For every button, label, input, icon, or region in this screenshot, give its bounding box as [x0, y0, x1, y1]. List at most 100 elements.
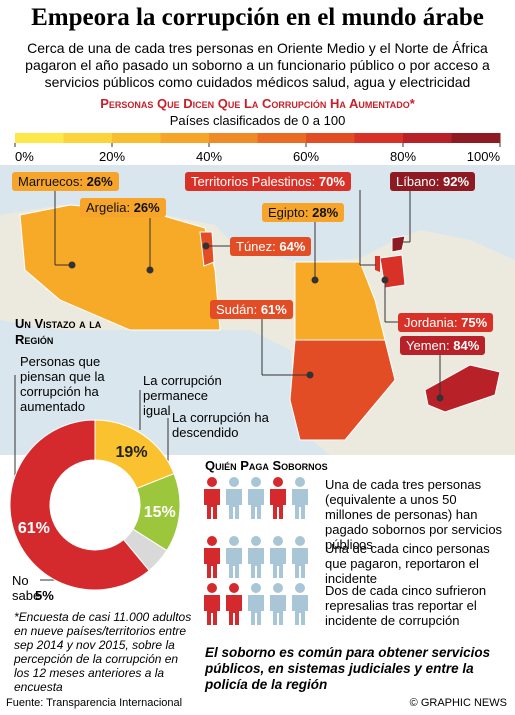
person-head — [273, 477, 283, 487]
person-head — [229, 536, 239, 546]
bribe-item: Una de cada tres personas (equivalente a… — [325, 477, 503, 552]
value-label: 15% — [144, 504, 176, 521]
yemen — [424, 364, 501, 413]
person-body — [292, 489, 308, 519]
country-value: 26% — [86, 174, 113, 189]
conclusion: El soborno es común para obtener servici… — [205, 645, 491, 692]
scale-label: 20% — [99, 149, 125, 164]
country-name: Yemen: — [406, 338, 450, 353]
person-head — [207, 583, 217, 593]
person-body — [270, 548, 286, 578]
person-body — [204, 489, 220, 519]
scale-title: Personas Que Dicen Que La Corrupción Ha … — [100, 96, 415, 111]
value-label: 5% — [35, 588, 54, 603]
country-name: Líbano: — [396, 174, 440, 189]
country-label: Marruecos: 26% — [12, 172, 119, 191]
country-label: Argelia: 26% — [80, 198, 166, 217]
subtitle: Cerca de una de cada tres personas en Or… — [25, 40, 490, 90]
person-head — [295, 477, 305, 487]
donut-slice — [122, 528, 168, 572]
person-body — [204, 548, 220, 578]
scale-segment — [451, 133, 501, 143]
country-name: Argelia: — [86, 200, 131, 215]
scale-segment — [403, 133, 452, 143]
donut-chart: 61% 19% 15% — [9, 419, 181, 591]
country-label: Egipto: 28% — [262, 203, 345, 222]
donut-title: Un Vistazo a la Región — [15, 316, 102, 347]
person-body — [248, 595, 264, 625]
country-label: Líbano: 92% — [390, 172, 476, 191]
value-label: 19% — [116, 444, 148, 461]
category-label: La corrupción ha descendido — [172, 410, 269, 440]
donut-slice — [9, 419, 150, 591]
person-head — [273, 536, 283, 546]
scale-segment — [257, 133, 307, 143]
person-head — [207, 536, 217, 546]
people-icons — [204, 477, 308, 625]
country-name: Sudán: — [216, 302, 258, 317]
category-label: La corrupción permanece igual — [143, 373, 222, 418]
person-head — [251, 536, 261, 546]
person-head — [273, 583, 283, 593]
title: Empeora la corrupción en el mundo árabe — [31, 4, 484, 31]
country-label: Sudán: 61% — [210, 300, 293, 319]
scale-segment — [209, 133, 258, 143]
person-body — [292, 548, 308, 578]
country-label: Yemen: 84% — [400, 336, 486, 355]
country-label: Túnez: 64% — [230, 237, 312, 256]
country-label: Jordania: 75% — [398, 313, 494, 332]
bribe-item: Una de cada cinco personas que pagaron, … — [325, 541, 490, 586]
person-body — [248, 489, 264, 519]
lebanon — [391, 235, 406, 253]
country-value: 75% — [461, 315, 488, 330]
person-head — [229, 477, 239, 487]
person-head — [229, 583, 239, 593]
person-head — [251, 583, 261, 593]
scale-label: 0% — [15, 149, 34, 164]
country-value: 28% — [312, 205, 339, 220]
person-body — [270, 489, 286, 519]
country-value: 26% — [133, 200, 160, 215]
category-label: Personas que piensan que la corrupción h… — [20, 354, 105, 414]
category-label: No sabe — [12, 573, 41, 603]
country-name: Territorios Palestinos: — [191, 174, 316, 189]
scale-segment — [15, 133, 64, 143]
country-name: Túnez: — [236, 239, 276, 254]
scale-segment — [306, 133, 355, 143]
source: Fuente: Transparencia Internacional — [6, 697, 183, 709]
scale-label: 40% — [196, 149, 222, 164]
note: *Encuesta de casi 11.000 adultos en nuev… — [14, 610, 192, 694]
person-body — [248, 548, 264, 578]
country-name: Marruecos: — [18, 174, 84, 189]
palestine — [375, 256, 380, 272]
credit: © GRAPHIC NEWS — [409, 697, 507, 709]
value-label: 61% — [18, 520, 50, 537]
scale-segment — [112, 133, 161, 143]
scale-label: 80% — [390, 149, 416, 164]
country-name: Egipto: — [268, 205, 309, 220]
country-value: 92% — [443, 174, 470, 189]
country-value: 61% — [260, 302, 287, 317]
bribe-item: Dos de cada cinco sufrieron represalias … — [325, 583, 487, 628]
person-body — [292, 595, 308, 625]
country-value: 84% — [453, 338, 480, 353]
person-head — [295, 583, 305, 593]
person-body — [226, 595, 242, 625]
person-body — [270, 595, 286, 625]
color-scale: 0% 20% 40% 60% 80% 100% — [14, 133, 501, 164]
person-head — [295, 536, 305, 546]
country-value: 70% — [318, 174, 345, 189]
person-body — [204, 595, 220, 625]
scale-segment — [160, 133, 210, 143]
person-head — [251, 477, 261, 487]
scale-label: 60% — [293, 149, 319, 164]
sudan — [289, 339, 396, 441]
scale-subtitle: Países clasificados de 0 a 100 — [169, 113, 346, 128]
bribes-title: Quién Paga Sobornos — [205, 458, 328, 473]
country-name: Jordania: — [404, 315, 458, 330]
country-label: Territorios Palestinos: 70% — [185, 172, 351, 191]
country-value: 64% — [279, 239, 306, 254]
scale-segment — [63, 133, 113, 143]
